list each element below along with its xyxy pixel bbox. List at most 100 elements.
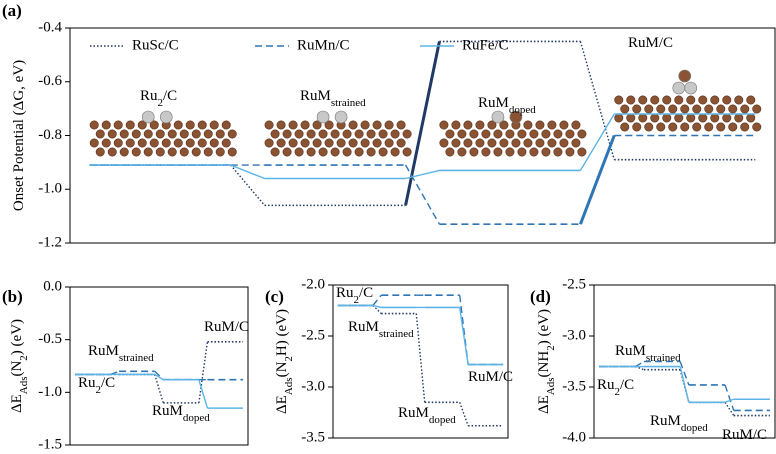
slab-atom [553,129,563,139]
text-part: /C [359,285,373,301]
connector [459,402,469,426]
slab-atom [155,129,165,139]
slab-atom [728,122,738,132]
slab-atom [577,147,587,157]
connector [459,307,469,365]
y-tick-label: -3.5 [562,378,586,394]
y-tick-label: -3.5 [301,429,325,445]
slab-atom [668,122,678,132]
slab-atom [390,147,400,157]
slab-atom [143,147,153,157]
text-part: RuM/C [722,427,767,443]
slab-atom [101,120,111,130]
slab-atom [131,147,141,157]
slab-atom [149,120,159,130]
slab-atom [529,129,539,139]
slab-atom [668,104,678,114]
text-part: RuM [398,405,429,421]
slab-atom [197,120,207,130]
slab-atom [95,147,105,157]
slab-atom [306,129,316,139]
slab-atom [360,138,370,148]
slab-atom [493,129,503,139]
slab-atom [215,129,225,139]
slab-atom [505,129,515,139]
slab-atom [119,147,129,157]
slab-atom [487,138,497,148]
y-axis-title: ΔEAds(N2H) (eV) [274,309,294,414]
state-label: RuMstrained [348,319,414,339]
slab-atom [565,147,575,157]
metal-atom [159,110,173,124]
slab-atom [746,113,756,123]
slab-atom [680,122,690,132]
slab-atom [107,147,117,157]
slab-atom [481,129,491,139]
slab-atom [185,138,195,148]
slab-atom [288,120,298,130]
slab-atom [535,120,545,130]
legend-label: RuFe/C [462,37,509,53]
slab-atom [282,147,292,157]
y-tick-label: -3.0 [301,378,325,394]
slab-atom [722,95,732,105]
slab-atom [445,129,455,139]
state-label: RuM/C [722,427,767,443]
slab-atom [294,147,304,157]
slab-atom [221,120,231,130]
slab-atom [113,120,123,130]
state-label: Ru2/C [597,377,634,397]
slab-atom [626,95,636,105]
text-part: RuM/C [628,35,673,51]
slab-atom [692,104,702,114]
slab-atom [511,138,521,148]
slab-atom [390,129,400,139]
connector [404,41,441,206]
state-label: RuMdoped [152,403,210,423]
slab-atom [656,122,666,132]
slab-atom [143,129,153,139]
subscript: doped [681,422,708,434]
slab-atom [324,120,334,130]
subscript: 2 [615,386,621,398]
slab-atom [300,120,310,130]
slab-atom [89,138,99,148]
subscript: 2 [96,384,102,396]
slab-atom [95,129,105,139]
metal-atom [509,110,523,124]
slab-atom [342,129,352,139]
slab-atom [372,138,382,148]
slab-atom [686,95,696,105]
slab-atom [137,138,147,148]
slab-atom [125,138,135,148]
subscript: Ads [18,377,30,395]
text-part: ) (eV) [536,309,552,345]
subscript: 2 [158,97,164,109]
slab-atom [227,147,237,157]
metal-atom [672,81,686,95]
slab-atom [716,104,726,114]
slab-atom [457,147,467,157]
slab-atom [209,120,219,130]
text-part: (NH [536,351,552,378]
text-part: H) (eV) [274,309,290,356]
metal-atom [141,110,155,124]
slab-atom [354,129,364,139]
slab-atom [475,138,485,148]
y-axis-title: Onset Potential (ΔG, eV) [11,60,27,211]
slab-atom [704,122,714,132]
text-part: RuM/C [468,369,513,385]
slab-atom [746,95,756,105]
slab-atom [306,147,316,157]
slab-atom [499,138,509,148]
panel-label: (a) [2,1,22,20]
panel-label: (d) [530,287,551,306]
metal-atom [684,81,698,95]
subscript: doped [183,412,210,424]
slab-atom [674,113,684,123]
slab-atom [384,120,394,130]
slab-atom [439,120,449,130]
text-part: RuM/C [204,319,249,335]
slab-atom [475,120,485,130]
connector [230,164,265,180]
